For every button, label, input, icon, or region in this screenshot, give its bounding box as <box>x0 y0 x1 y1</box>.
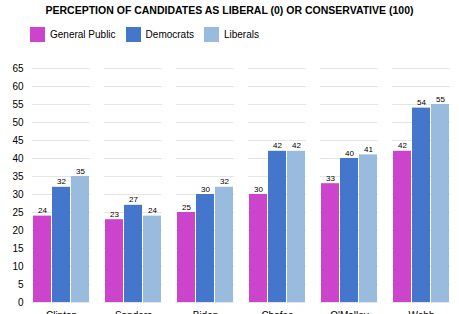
svg-text:41: 41 <box>364 145 373 154</box>
svg-text:32: 32 <box>57 177 66 186</box>
svg-text:33: 33 <box>326 174 335 183</box>
svg-text:0: 0 <box>18 297 24 308</box>
svg-text:Biden: Biden <box>193 310 219 314</box>
svg-text:20: 20 <box>12 225 24 236</box>
svg-text:40: 40 <box>12 153 24 164</box>
svg-text:42: 42 <box>398 141 407 150</box>
svg-text:25: 25 <box>12 207 24 218</box>
svg-text:Sanders: Sanders <box>115 310 152 314</box>
svg-text:40: 40 <box>345 149 354 158</box>
svg-text:54: 54 <box>417 98 426 107</box>
svg-text:25: 25 <box>182 203 191 212</box>
html-text:Liberals: Liberals <box>224 29 259 40</box>
html-text:Democrats: Democrats <box>145 29 194 40</box>
svg-text:30: 30 <box>201 185 210 194</box>
svg-text:65: 65 <box>12 63 24 74</box>
svg-text:23: 23 <box>110 210 119 219</box>
svg-text:35: 35 <box>12 171 24 182</box>
svg-text:Clinton: Clinton <box>46 310 77 314</box>
html-text:General Public: General Public <box>50 29 116 40</box>
svg-text:42: 42 <box>273 141 282 150</box>
svg-text:55: 55 <box>12 99 24 110</box>
svg-text:10: 10 <box>12 261 24 272</box>
svg-text:30: 30 <box>12 189 24 200</box>
svg-text:30: 30 <box>254 185 263 194</box>
svg-text:27: 27 <box>129 195 138 204</box>
svg-text:O'Malley: O'Malley <box>330 310 369 314</box>
svg-text:Webb: Webb <box>409 310 435 314</box>
svg-text:60: 60 <box>12 81 24 92</box>
svg-text:45: 45 <box>12 135 24 146</box>
svg-text:24: 24 <box>148 206 157 215</box>
svg-text:50: 50 <box>12 117 24 128</box>
svg-text:15: 15 <box>12 243 24 254</box>
svg-text:42: 42 <box>292 141 301 150</box>
svg-text:55: 55 <box>436 95 445 104</box>
html-text:PERCEPTION OF CANDIDATES AS LI: PERCEPTION OF CANDIDATES AS LIBERAL (0) … <box>45 4 414 16</box>
svg-text:24: 24 <box>38 206 47 215</box>
svg-text:Chafee: Chafee <box>261 310 294 314</box>
svg-text:35: 35 <box>76 167 85 176</box>
svg-text:32: 32 <box>220 177 229 186</box>
svg-text:5: 5 <box>18 279 24 290</box>
